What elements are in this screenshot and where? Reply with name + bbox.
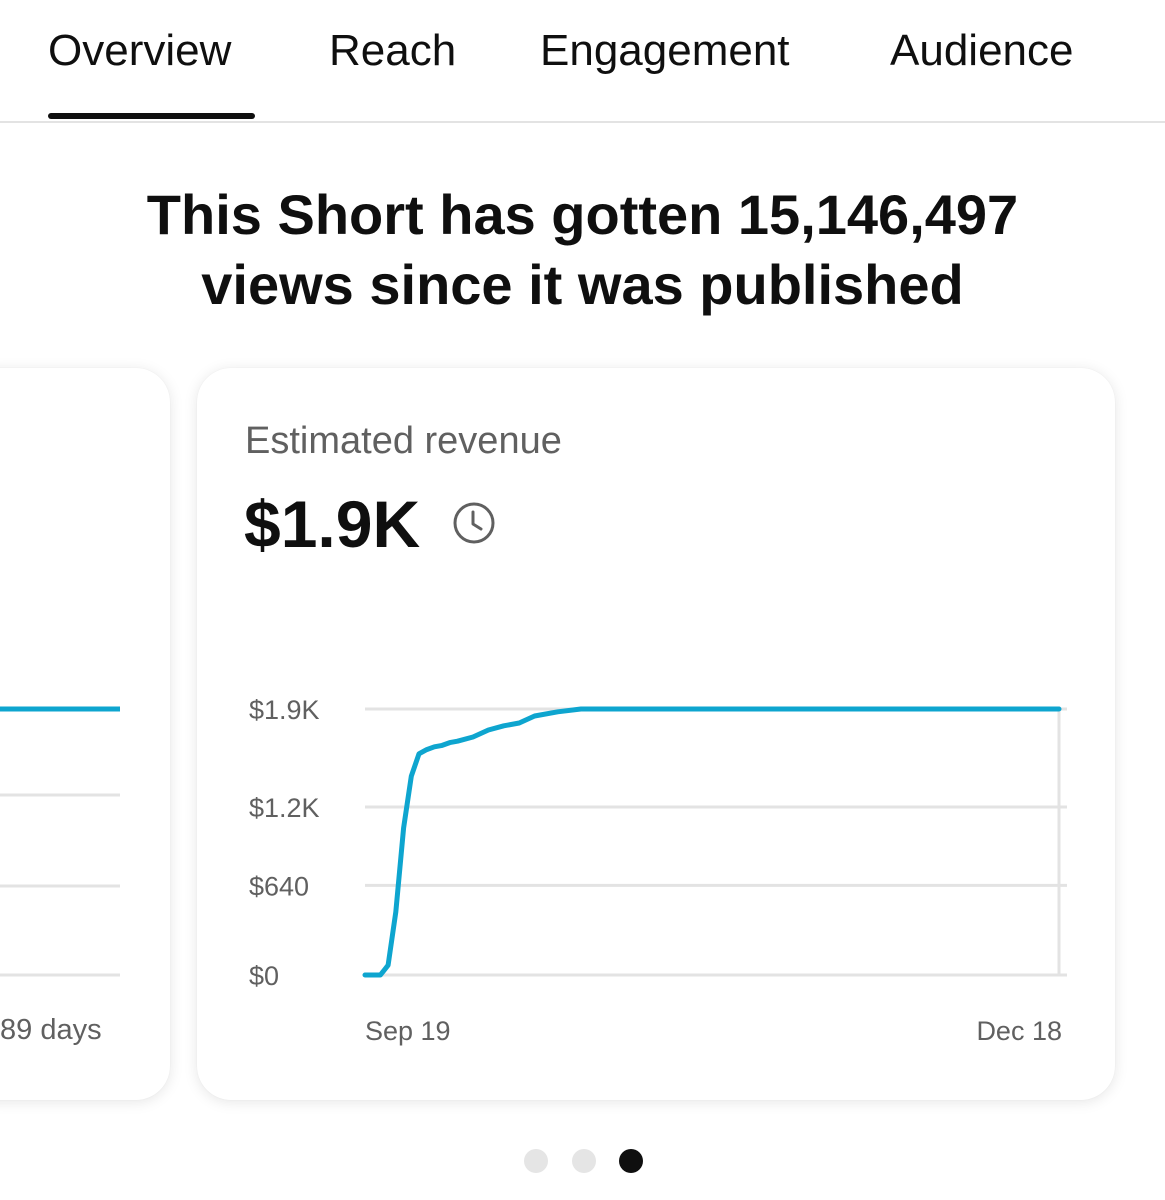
page-dot-2[interactable] xyxy=(572,1149,596,1173)
previous-metric-card[interactable]: 89 days xyxy=(0,368,170,1100)
headline-line-2: views since it was published xyxy=(201,253,964,316)
tab-bar: Overview Reach Engagement Audience xyxy=(0,0,1165,123)
revenue-value: $1.9K xyxy=(244,487,421,561)
page-dot-3[interactable] xyxy=(619,1149,643,1173)
tab-engagement[interactable]: Engagement xyxy=(540,26,790,75)
x-axis-start-label: Sep 19 xyxy=(365,1016,451,1046)
page-dot-1[interactable] xyxy=(524,1149,548,1173)
clock-icon[interactable] xyxy=(452,501,496,545)
x-axis-end-label: Dec 18 xyxy=(976,1016,1062,1046)
card-title: Estimated revenue xyxy=(245,420,562,462)
y-tick-label: $1.2K xyxy=(249,793,320,823)
revenue-chart: $0 $640 $1.2K $1.9K Sep 19 Dec 18 xyxy=(249,695,1067,1046)
tab-reach[interactable]: Reach xyxy=(329,26,457,75)
y-tick-label: $640 xyxy=(249,871,309,901)
previous-card-chart xyxy=(0,706,120,977)
carousel-pagination xyxy=(524,1149,644,1173)
y-tick-label: $1.9K xyxy=(249,695,320,725)
headline-line-1: This Short has gotten 15,146,497 xyxy=(146,183,1019,246)
active-tab-indicator xyxy=(48,113,255,119)
tab-overview[interactable]: Overview xyxy=(48,26,232,75)
tab-audience[interactable]: Audience xyxy=(890,26,1074,75)
x-axis-end-label: 89 days xyxy=(0,1014,102,1046)
revenue-series-line xyxy=(362,706,1062,978)
estimated-revenue-card[interactable]: Estimated revenue $1.9K $0 $640 $1.2K $1.9K… xyxy=(197,368,1115,1100)
y-tick-label: $0 xyxy=(249,961,279,991)
page-headline: This Short has gotten 15,146,497 views s… xyxy=(0,180,1165,320)
